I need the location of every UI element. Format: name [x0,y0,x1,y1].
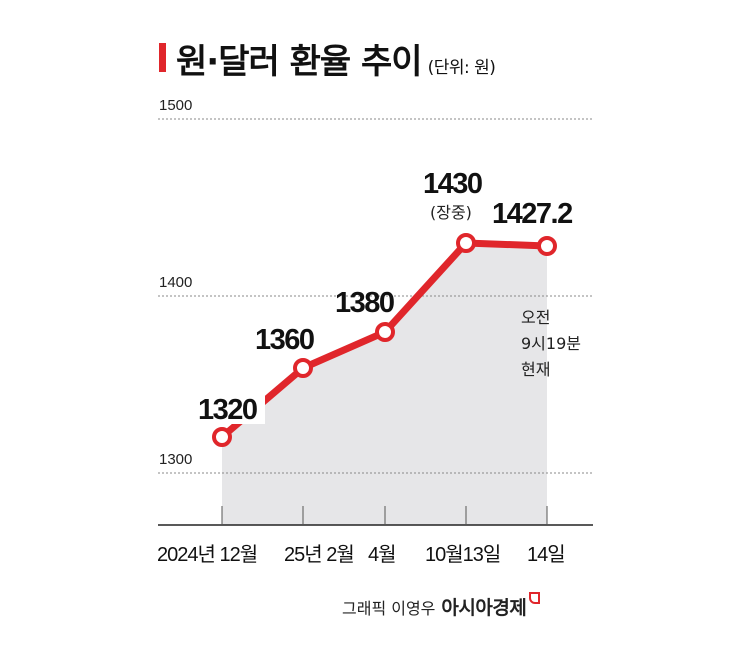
x-label-2024-dec: 2024년 12월 [157,543,257,566]
unit-label: (단위: 원) [427,58,496,78]
graphic-credit: 그래픽 이영우 [342,599,436,618]
data-label-1430: 1430 [423,168,482,200]
brand-mark-icon [529,592,541,604]
data-point-marker[interactable] [456,233,476,253]
chart-title: 원·달러 환율 추이 (단위: 원) [176,34,496,83]
data-label-1380: 1380 [335,287,394,319]
note-line-3: 현재 [521,360,550,379]
area-fill [222,243,547,525]
y-tick-1300: 1300 [159,451,192,468]
chart-title-text: 원·달러 환율 추이 [176,42,423,82]
credit-line: 그래픽 이영우 아시아경제 [342,592,541,620]
data-label-1360: 1360 [255,324,314,356]
data-label-1320: 1320 [198,394,257,426]
data-point-marker[interactable] [293,358,313,378]
data-point-marker[interactable] [212,427,232,447]
data-point-marker[interactable] [375,322,395,342]
brand-logo-text: 아시아경제 [441,597,527,619]
data-point-marker[interactable] [537,236,557,256]
data-sublabel-intraday: (장중) [430,203,472,222]
y-tick-1400: 1400 [159,274,192,291]
x-label-apr: 4월 [368,543,396,566]
data-label-1427-2: 1427.2 [492,198,572,230]
note-line-2: 9시19분 [521,334,581,353]
x-label-14: 14일 [527,543,565,566]
label-bg [195,394,265,424]
note-line-1: 오전 [521,308,550,327]
title-accent-bar [159,43,166,72]
x-label-oct-13: 10월13일 [425,543,500,566]
y-tick-1500: 1500 [159,97,192,114]
x-label-2025-feb: 25년 2월 [284,543,354,566]
